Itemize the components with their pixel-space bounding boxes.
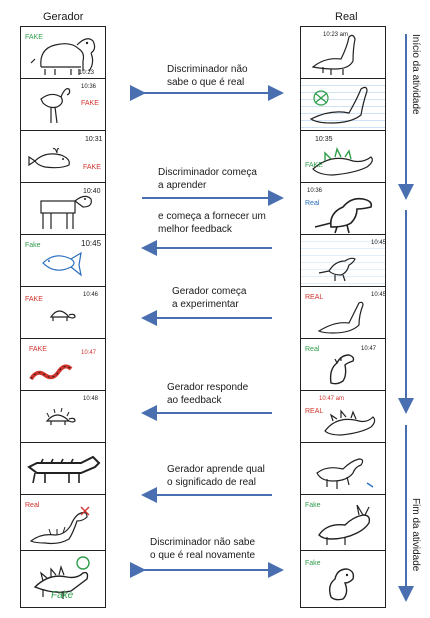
activity-start-label: Início da atividade [410,34,421,115]
card-mark: Real [305,200,320,207]
t-rex-drawing-icon [314,197,373,234]
generator-card-snake: FAKE 10:47 [21,339,105,391]
generator-card-stegosaurus: Fake [21,551,105,607]
brontosaurus-drawing-icon [316,458,374,489]
card-mark: Fake [305,502,321,509]
t-rex-small-drawing-icon [329,354,355,385]
card-mark: Real [25,502,40,509]
spiky-dinosaur-drawing-icon [324,409,376,436]
elephant-drawing-icon [30,38,96,75]
real-card-sauropod: 10:23 am [301,27,385,79]
real-card-long-neck: REAL 10:45 [301,287,385,339]
real-card-t-rex: Real 10:36 [301,183,385,235]
generator-card-whale: FAKE 10:31 [21,131,105,183]
generator-card-turtle: FAKE 10:46 [21,287,105,339]
card-mark: Fake [305,560,321,567]
triceratops-drawing-icon [318,504,371,545]
card-time: 10:48 [83,396,99,402]
card-time: 10:45 [81,239,102,248]
long-neck-drawing-icon [317,301,364,334]
real-card-sauropod-lined [301,79,385,131]
generator-column-title: Gerador [43,11,84,23]
card-time: 10:47 [81,350,97,356]
card-mark: FAKE [25,296,43,303]
card-mark: REAL [305,294,324,301]
card-time: 10:23 [79,70,95,76]
real-card-small-raptor: 10:45 [301,235,385,287]
dinosaur-drawing-icon [29,506,90,545]
card-time: 10:36 [307,188,323,194]
generator-card-fish: Fake 10:45 [21,235,105,287]
card-mark: FAKE [305,162,323,169]
spiky-turtle-drawing-icon [45,407,76,425]
card-time: 10:23 am [323,32,349,38]
table-animal-drawing-icon [40,195,92,229]
annotation-5: Gerador responde ao feedback [167,382,249,406]
annotation-1: Discriminador não sabe o que é real [167,64,248,88]
card-time: 10:35 [315,136,333,143]
annotation-6: Gerador aprende qual o significado de re… [167,464,265,488]
generator-card-table-animal: 10:40 [21,183,105,235]
sauropod-drawing-icon [311,34,356,75]
card-mark: FAKE [81,100,99,107]
real-column-title: Real [335,11,358,23]
generator-drawing-strip: FAKE 10:23 FAKE 10:36 FAKE 10:31 10:40 [20,26,106,608]
card-time: 10:47 am [319,396,345,402]
flamingo-drawing-icon [40,88,71,124]
generator-card-elephant: FAKE 10:23 [21,27,105,79]
real-card-triceratops: Fake [301,495,385,551]
card-mark: REAL [305,408,324,415]
card-mark: Fake [25,242,41,249]
annotation-3: e começa a fornecer um melhor feedback [158,211,266,235]
real-card-stegosaurus: FAKE 10:35 [301,131,385,183]
fish-drawing-icon [42,251,82,277]
card-time: 10:47 [361,346,377,352]
card-mark: FAKE [25,34,43,41]
card-mark: Real [305,346,320,353]
annotation-4: Gerador começa a experimentar [172,286,247,310]
generator-card-flamingo: FAKE 10:36 [21,79,105,131]
crocodile-drawing-icon [27,455,101,484]
activity-end-label: Fim da atividade [410,498,421,572]
turtle-drawing-icon [49,310,76,321]
card-time: 10:45 [371,292,385,298]
card-time: 10:46 [83,292,99,298]
stegosaurus-drawing-icon [312,146,373,176]
card-time: 10:45 [371,240,385,246]
generator-card-spiky-turtle: 10:48 [21,391,105,443]
snake-drawing-icon [29,364,73,381]
annotation-7: Discriminador não sabe o que é real nova… [150,537,256,561]
whale-drawing-icon [28,148,70,169]
real-card-t-rex-small: Real 10:47 [301,339,385,391]
real-card-baby-dinosaur: Fake [301,551,385,607]
real-drawing-strip: 10:23 am FAKE 10:35 Real 10:36 10:45 [300,26,386,608]
real-card-brontosaurus [301,443,385,495]
card-time: 10:36 [81,84,97,90]
card-mark: FAKE [29,346,47,353]
real-card-spiky-dinosaur: REAL 10:47 am [301,391,385,443]
generator-card-dinosaur: Real [21,495,105,551]
card-time: 10:40 [83,188,101,195]
small-raptor-drawing-icon [318,257,356,282]
baby-dinosaur-drawing-icon [328,568,355,601]
annotation-2: Discriminador começa a aprender [158,167,257,191]
card-mark: FAKE [83,164,101,171]
stegosaurus-drawing-icon [33,556,90,599]
card-mark: Fake [51,590,74,601]
sauropod-lined-drawing-icon [309,86,368,124]
card-time: 10:31 [85,136,103,143]
generator-card-crocodile [21,443,105,495]
